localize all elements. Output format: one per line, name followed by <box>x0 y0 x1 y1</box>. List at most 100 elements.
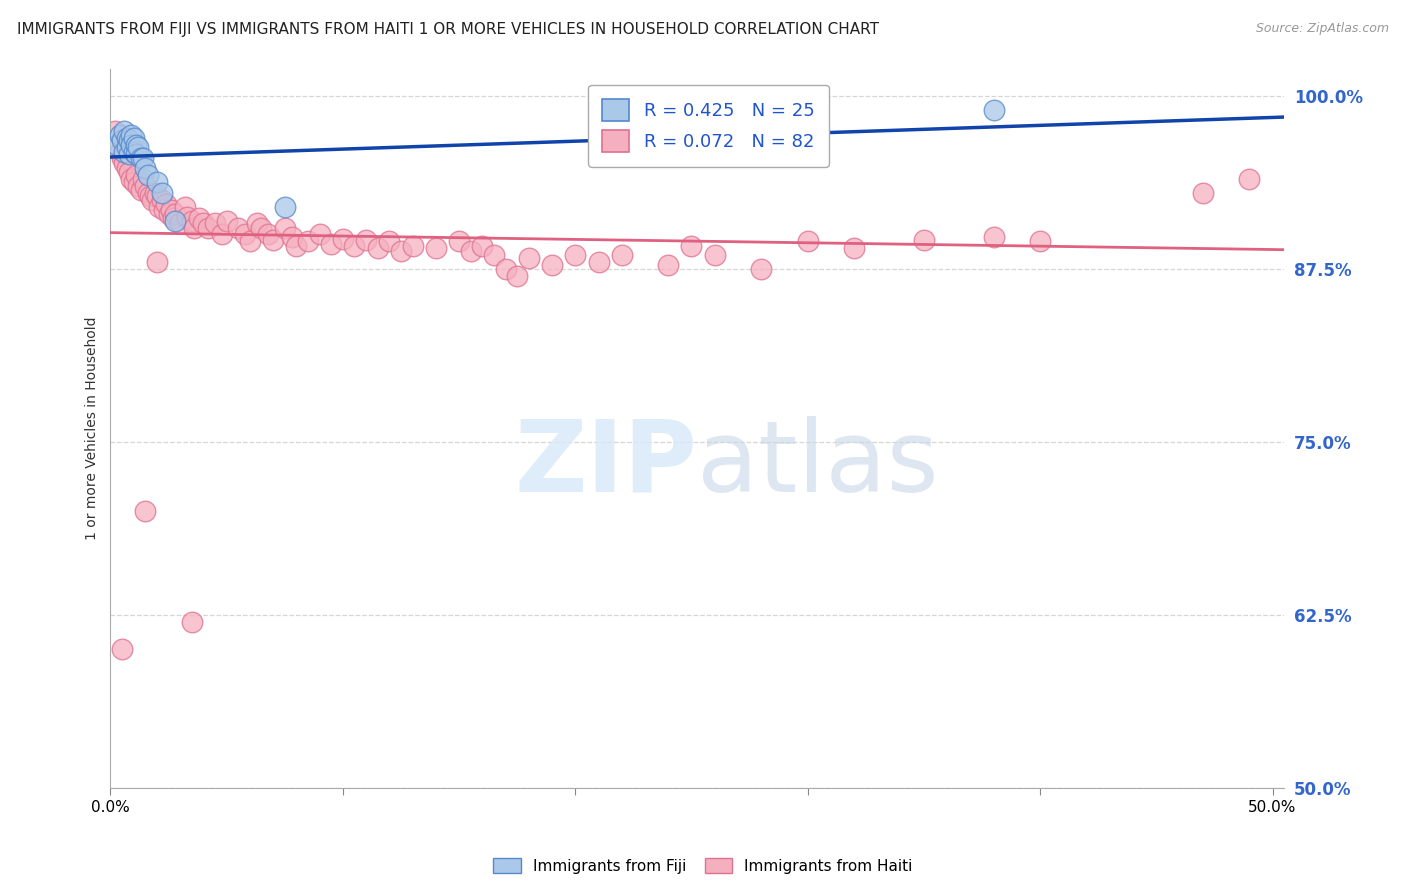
Point <box>588 255 610 269</box>
Point <box>108 145 131 159</box>
Point <box>129 152 152 166</box>
Point <box>425 241 447 255</box>
Point <box>157 207 180 221</box>
Point <box>125 137 148 152</box>
Point <box>389 244 412 258</box>
Point <box>160 202 183 217</box>
Point <box>274 200 297 214</box>
Point <box>129 183 152 197</box>
Point <box>180 213 202 227</box>
Point <box>844 241 866 255</box>
Point <box>187 211 209 225</box>
Legend: Immigrants from Fiji, Immigrants from Haiti: Immigrants from Fiji, Immigrants from Ha… <box>486 852 920 880</box>
Point <box>681 238 703 252</box>
Point <box>127 179 149 194</box>
Point <box>112 145 135 159</box>
Point <box>120 137 142 152</box>
Point <box>332 232 354 246</box>
Point <box>378 235 401 249</box>
Point <box>250 220 273 235</box>
Point <box>912 233 935 247</box>
Point <box>132 152 155 166</box>
Point <box>118 165 141 179</box>
Point <box>111 642 134 657</box>
Point <box>447 235 470 249</box>
Point <box>118 133 141 147</box>
Point <box>1029 235 1052 249</box>
Point <box>239 235 262 249</box>
Point <box>134 504 156 518</box>
Point <box>226 220 249 235</box>
Point <box>703 248 725 262</box>
Point <box>321 237 343 252</box>
Point <box>122 175 145 189</box>
Point <box>257 227 280 242</box>
Point <box>180 615 202 629</box>
Point <box>233 227 256 242</box>
Point <box>105 137 128 152</box>
Point <box>148 200 170 214</box>
Point <box>153 202 176 217</box>
Point <box>983 230 1005 244</box>
Point <box>211 227 233 242</box>
Point <box>280 230 302 244</box>
Text: atlas: atlas <box>697 416 939 513</box>
Point <box>125 147 148 161</box>
Point <box>657 258 679 272</box>
Point <box>165 207 187 221</box>
Point <box>343 238 366 252</box>
Point <box>354 233 377 247</box>
Point <box>112 155 135 169</box>
Point <box>1239 172 1261 186</box>
Point <box>460 244 482 258</box>
Point <box>517 251 540 265</box>
Point <box>155 197 177 211</box>
Point <box>122 130 145 145</box>
Point <box>146 175 169 189</box>
Point <box>983 103 1005 117</box>
Point <box>285 238 308 252</box>
Point <box>367 241 389 255</box>
Point <box>564 248 586 262</box>
Point <box>482 248 505 262</box>
Point <box>495 262 517 277</box>
Point <box>796 235 818 249</box>
Point <box>541 258 564 272</box>
Point <box>108 128 131 142</box>
Legend: R = 0.425   N = 25, R = 0.072   N = 82: R = 0.425 N = 25, R = 0.072 N = 82 <box>588 85 830 167</box>
Point <box>112 124 135 138</box>
Point <box>146 188 169 202</box>
Point <box>1191 186 1213 200</box>
Point <box>143 186 166 200</box>
Point <box>122 145 145 159</box>
Text: ZIP: ZIP <box>515 416 697 513</box>
Point <box>146 255 169 269</box>
Point <box>401 238 423 252</box>
Point <box>134 179 156 194</box>
Text: Source: ZipAtlas.com: Source: ZipAtlas.com <box>1256 22 1389 36</box>
Point <box>471 238 494 252</box>
Point <box>204 216 226 230</box>
Point <box>141 193 163 207</box>
Point <box>297 235 319 249</box>
Point <box>120 172 142 186</box>
Point <box>127 140 149 154</box>
Point <box>183 220 205 235</box>
Point <box>308 227 330 242</box>
Point <box>115 130 138 145</box>
Point <box>150 193 173 207</box>
Point <box>262 233 284 247</box>
Point <box>610 248 633 262</box>
Point <box>104 124 127 138</box>
Point <box>125 168 148 182</box>
Point <box>169 216 191 230</box>
Point <box>506 268 529 283</box>
Text: IMMIGRANTS FROM FIJI VS IMMIGRANTS FROM HAITI 1 OR MORE VEHICLES IN HOUSEHOLD CO: IMMIGRANTS FROM FIJI VS IMMIGRANTS FROM … <box>17 22 879 37</box>
Point <box>115 161 138 175</box>
Point <box>136 186 159 200</box>
Point <box>173 200 195 214</box>
Point <box>111 152 134 166</box>
Point <box>215 213 238 227</box>
Point <box>132 172 155 186</box>
Point <box>111 133 134 147</box>
